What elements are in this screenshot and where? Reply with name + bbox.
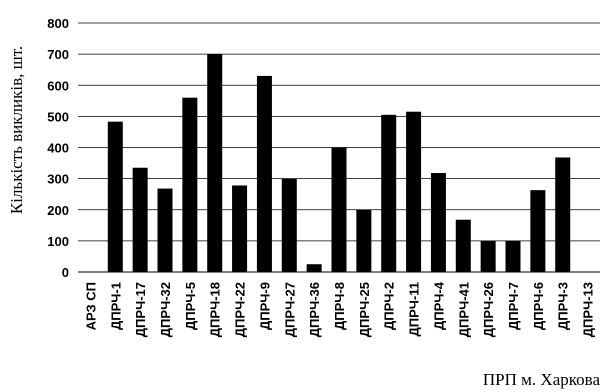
- x-tick-label: ДПРЧ-22: [233, 282, 248, 337]
- x-axis-title: ПРП м. Харкова: [483, 370, 601, 389]
- bar: [107, 121, 123, 272]
- bar: [480, 240, 496, 272]
- x-tick-label: ДПРЧ-18: [208, 282, 223, 337]
- y-tick-label: 500: [47, 109, 69, 124]
- x-tick-label: ДПРЧ-7: [506, 282, 521, 330]
- x-tick-label: ДПРЧ-1: [108, 282, 123, 330]
- y-tick-label: 100: [47, 234, 69, 249]
- y-tick-label: 0: [62, 265, 69, 280]
- bar: [256, 75, 272, 272]
- x-tick-label: ДПРЧ-11: [407, 282, 422, 336]
- y-tick-label: 700: [47, 47, 69, 62]
- x-tick-label: ДПРЧ-13: [581, 282, 596, 337]
- bar: [455, 219, 471, 272]
- bar: [555, 157, 571, 272]
- y-tick-label: 400: [47, 141, 69, 156]
- x-tick-label: ДПРЧ-26: [481, 282, 496, 337]
- bars: [107, 54, 571, 272]
- y-tick-label: 600: [47, 78, 69, 93]
- bar: [331, 147, 347, 272]
- bar: [505, 240, 521, 272]
- x-tick-label: ДПРЧ-32: [158, 282, 173, 337]
- x-tick-label: ДПРЧ-5: [183, 282, 198, 330]
- bar: [381, 114, 397, 272]
- x-tick-label: ДПРЧ-27: [282, 282, 297, 337]
- bar: [157, 188, 173, 272]
- y-tick-label: 300: [47, 172, 69, 187]
- bar: [530, 190, 546, 272]
- y-tick-label: 200: [47, 203, 69, 218]
- x-tick-label: ДПРЧ-36: [307, 282, 322, 337]
- x-tick-label: ДПРЧ-8: [332, 282, 347, 330]
- bar: [306, 264, 322, 272]
- y-axis-title: Кількість викликів, шт.: [7, 46, 26, 214]
- bar: [232, 185, 248, 272]
- y-tick-labels: 0 100 200 300 400 500 600 700 800: [47, 16, 69, 280]
- bar: [430, 173, 446, 272]
- x-tick-label: ДПРЧ-6: [531, 282, 546, 330]
- bar: [132, 167, 148, 272]
- bar: [182, 97, 198, 272]
- x-tick-label: ДПРЧ-17: [133, 282, 148, 337]
- x-tick-label: ДПРЧ-4: [431, 281, 446, 330]
- bar: [406, 111, 422, 272]
- y-tick-label: 800: [47, 16, 69, 31]
- bar: [281, 178, 297, 272]
- x-tick-label: ДПРЧ-2: [382, 282, 397, 330]
- x-tick-labels: АРЗ СП ДПРЧ-1 ДПРЧ-17 ДПРЧ-32 ДПРЧ-5 ДПРЧ-18 Д…: [83, 281, 595, 337]
- x-tick-label: ДПРЧ-25: [357, 282, 372, 337]
- bar: [356, 209, 372, 272]
- x-tick-label: ДПРЧ-41: [456, 282, 471, 337]
- x-tick-label: ДПРЧ-3: [556, 282, 571, 330]
- x-tick-label: ДПРЧ-9: [257, 282, 272, 330]
- x-tick-label: АРЗ СП: [83, 282, 98, 330]
- bar: [207, 54, 223, 272]
